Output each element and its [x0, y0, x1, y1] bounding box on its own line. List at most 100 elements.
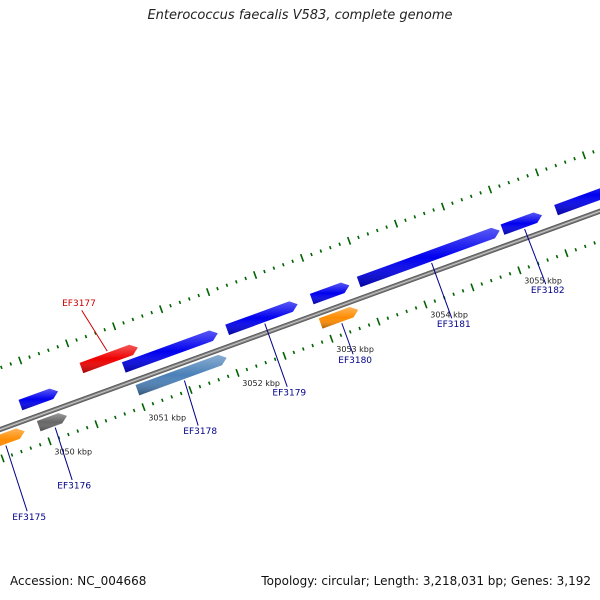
outer-scale-tick [75, 338, 78, 342]
outer-scale-tick [469, 194, 473, 199]
gene-label-ef3179[interactable]: EF3179 [272, 388, 306, 398]
outer-scale-tick [291, 259, 294, 264]
inner-scale-tick [10, 453, 14, 457]
gene-label-ef3180[interactable]: EF3180 [338, 356, 372, 366]
gene-arrow-shade [18, 388, 59, 411]
leader-line-ef3182 [524, 228, 547, 285]
inner-scale-tick [593, 241, 596, 245]
inner-scale-tick [461, 289, 465, 293]
outer-scale-tick [169, 303, 172, 308]
gene-arrow-shade [121, 330, 218, 373]
inner-scale-tick [423, 300, 428, 309]
inner-scale-tick [470, 283, 475, 292]
gene-arrow-ef3177-shade [79, 344, 138, 374]
inner-scale-tick [141, 403, 146, 412]
leader-line-ef3181 [431, 262, 453, 319]
gene-label-ef3178[interactable]: EF3178 [183, 427, 217, 437]
gene-label-ef3177[interactable]: EF3177 [62, 299, 96, 309]
inner-scale-tick [574, 248, 578, 252]
outer-scale-tick [141, 314, 144, 318]
inner-scale-tick [245, 367, 249, 372]
outer-scale-tick [554, 163, 558, 168]
scale-label: 3053 kbp [336, 345, 374, 354]
inner-scale-tick [292, 350, 296, 355]
outer-scale-tick [432, 208, 435, 212]
outer-scale-tick [158, 305, 164, 314]
inner-scale-tick [114, 415, 117, 420]
inner-scale-tick [67, 432, 70, 437]
gene-label-ef3182[interactable]: EF3182 [531, 286, 565, 296]
outer-scale-tick [205, 288, 211, 297]
inner-scale-tick [255, 364, 258, 368]
outer-scale-tick [375, 228, 379, 233]
inner-scale-tick [499, 275, 502, 279]
inner-scale-tick [452, 292, 455, 297]
outer-scale-tick [460, 197, 464, 202]
outer-scale-tick [346, 236, 352, 245]
outer-scale-tick [112, 322, 117, 331]
inner-scale-tick [208, 381, 211, 385]
gene-arrow-shade [554, 188, 600, 216]
scale-label: 3051 kbp [148, 413, 186, 422]
gene-label-ef3176[interactable]: EF3176 [57, 482, 91, 492]
inner-scale-tick [123, 412, 127, 416]
outer-scale-tick [563, 160, 567, 164]
inner-scale-tick [339, 333, 343, 338]
outer-scale-tick [37, 351, 41, 356]
scale-label: 3055 kbp [524, 276, 562, 285]
inner-scale-tick [282, 351, 287, 360]
inner-scale-tick [489, 278, 493, 283]
backbone-outline [0, 208, 600, 433]
outer-scale-tick [545, 167, 548, 171]
scale-label: 3054 kbp [430, 311, 468, 320]
outer-scale-tick [507, 180, 511, 185]
outer-scale-tick [498, 184, 501, 188]
inner-scale-tick [546, 258, 549, 262]
outer-scale-tick [272, 266, 276, 270]
outer-scale-tick [516, 177, 520, 182]
outer-scale-tick [422, 211, 426, 216]
inner-scale-tick [198, 384, 202, 389]
outer-scale-tick [404, 218, 407, 223]
scale-label: 3052 kbp [242, 379, 280, 388]
leader-line-ef3177 [81, 310, 108, 352]
gene-arrow-ef3181-shade [356, 227, 500, 288]
outer-scale-tick [225, 283, 229, 288]
gene-arrow-ef3179-shade [225, 301, 298, 336]
outer-scale-tick [281, 262, 285, 267]
backbone-highlight [0, 210, 600, 431]
gene-arrow-ef3180-shade [318, 307, 359, 329]
backbone-line [0, 209, 600, 432]
outer-scale-tick [263, 269, 266, 274]
inner-scale-tick [217, 377, 221, 382]
gene-arrow-ef3178-shade [135, 354, 227, 396]
inner-scale-tick [226, 374, 230, 379]
inner-scale-tick [170, 395, 174, 399]
inner-scale-tick [161, 398, 164, 403]
leader-line-ef3180 [341, 323, 354, 355]
outer-scale-tick [0, 365, 3, 370]
outer-scale-tick [366, 232, 370, 236]
inner-scale-tick [517, 266, 522, 275]
outer-scale-tick [122, 321, 125, 325]
outer-scale-tick [328, 245, 332, 250]
inner-scale-tick [311, 343, 314, 348]
gene-label-ef3175[interactable]: EF3175 [12, 513, 46, 523]
inner-scale-tick [132, 408, 136, 413]
outer-scale-tick [131, 317, 135, 322]
genome-summary-text: Topology: circular; Length: 3,218,031 bp… [261, 574, 591, 588]
scale-label: 3050 kbp [54, 447, 92, 456]
gene-label-ef3181[interactable]: EF3181 [437, 320, 471, 330]
leader-line-ef3176 [54, 427, 73, 481]
inner-scale-tick [264, 360, 268, 365]
inner-scale-tick [433, 299, 437, 303]
inner-scale-tick [0, 454, 5, 463]
inner-scale-tick [386, 316, 390, 320]
outer-scale-tick [338, 242, 341, 246]
outer-scale-tick [56, 345, 60, 349]
inner-scale-tick [564, 249, 569, 258]
outer-scale-tick [18, 356, 23, 365]
gene-layer [0, 188, 600, 447]
inner-scale-tick [47, 437, 52, 446]
